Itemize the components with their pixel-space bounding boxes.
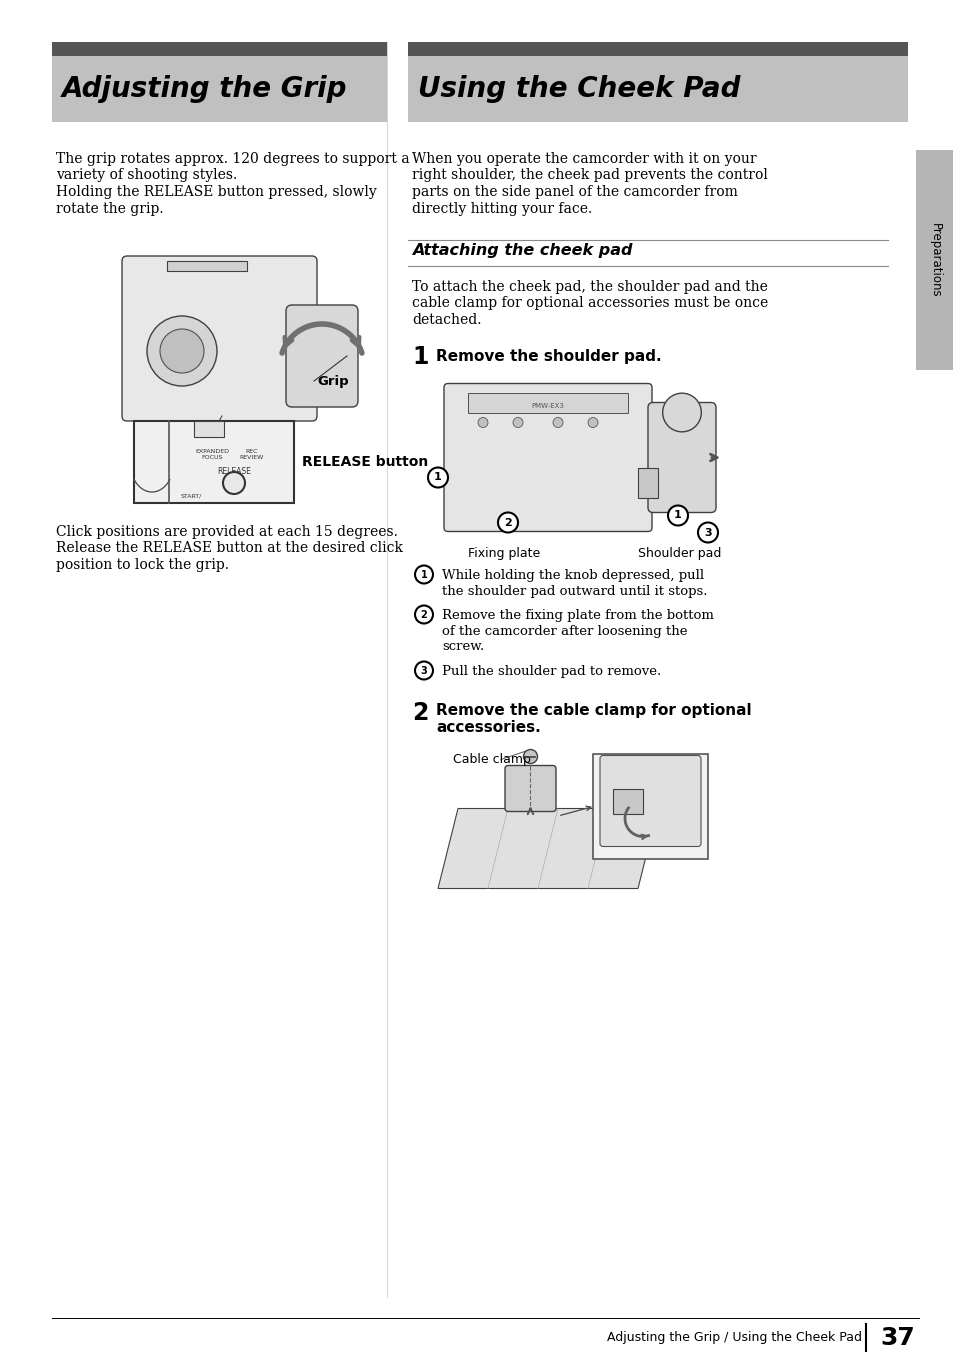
Bar [52,42,387,55]
Bar [593,753,707,859]
Text: Using the Cheek Pad: Using the Cheek Pad [417,74,740,103]
Text: To attach the cheek pad, the shoulder pad and the: To attach the cheek pad, the shoulder pa… [412,280,767,293]
Bar [613,788,642,814]
Text: The grip rotates approx. 120 degrees to support a: The grip rotates approx. 120 degrees to … [56,151,409,166]
Circle shape [477,418,488,427]
Circle shape [415,606,433,623]
Bar [408,55,907,122]
Text: directly hitting your face.: directly hitting your face. [412,201,592,215]
Circle shape [415,565,433,584]
Text: REC
REVIEW: REC REVIEW [239,449,264,460]
Text: Adjusting the Grip: Adjusting the Grip [62,74,347,103]
Bar [167,261,247,270]
Text: 1: 1 [434,472,441,483]
FancyBboxPatch shape [122,256,316,420]
Bar [915,150,953,370]
Bar [193,420,224,437]
FancyBboxPatch shape [599,756,700,846]
Text: RELEASE button: RELEASE button [302,456,428,469]
Text: 1: 1 [412,346,428,369]
Circle shape [523,749,537,764]
Text: 3: 3 [420,665,427,676]
Text: Remove the cable clamp for optional: Remove the cable clamp for optional [436,703,751,718]
Bar [408,42,907,55]
Text: Click positions are provided at each 15 degrees.: Click positions are provided at each 15 … [56,525,397,539]
Text: Fixing plate: Fixing plate [468,546,539,560]
Circle shape [553,418,562,427]
Circle shape [223,472,245,493]
Text: screw.: screw. [441,641,484,653]
Text: the shoulder pad outward until it stops.: the shoulder pad outward until it stops. [441,584,707,598]
Text: right shoulder, the cheek pad prevents the control: right shoulder, the cheek pad prevents t… [412,169,767,183]
Circle shape [662,393,700,431]
Circle shape [667,506,687,526]
Text: Attaching the cheek pad: Attaching the cheek pad [412,243,632,258]
Text: Cable clamp: Cable clamp [453,753,530,767]
Text: When you operate the camcorder with it on your: When you operate the camcorder with it o… [412,151,756,166]
Bar [468,392,627,412]
Text: While holding the knob depressed, pull: While holding the knob depressed, pull [441,568,703,581]
Text: PMW-EX3: PMW-EX3 [531,403,564,410]
Text: 2: 2 [412,700,428,725]
Text: 37: 37 [880,1326,915,1351]
Text: 3: 3 [703,527,711,538]
Text: RELEASE: RELEASE [217,466,251,476]
Circle shape [415,661,433,680]
Bar [638,468,658,498]
Text: 2: 2 [420,610,427,619]
Text: 1: 1 [420,569,427,580]
Text: of the camcorder after loosening the: of the camcorder after loosening the [441,625,687,638]
Text: accessories.: accessories. [436,721,540,735]
FancyBboxPatch shape [443,384,651,531]
Bar [133,420,294,503]
Text: rotate the grip.: rotate the grip. [56,201,164,215]
FancyBboxPatch shape [504,765,556,811]
Text: Shoulder pad: Shoulder pad [638,546,720,560]
Text: EXPANDED
FOCUS: EXPANDED FOCUS [194,449,229,460]
Text: Adjusting the Grip / Using the Cheek Pad: Adjusting the Grip / Using the Cheek Pad [606,1332,862,1344]
Text: variety of shooting styles.: variety of shooting styles. [56,169,237,183]
Text: position to lock the grip.: position to lock the grip. [56,558,229,572]
Text: cable clamp for optional accessories must be once: cable clamp for optional accessories mus… [412,296,767,311]
Text: Holding the RELEASE button pressed, slowly: Holding the RELEASE button pressed, slow… [56,185,376,199]
Circle shape [147,316,216,387]
Circle shape [497,512,517,533]
Text: Preparations: Preparations [927,223,941,297]
Polygon shape [437,808,658,888]
Text: Pull the shoulder pad to remove.: Pull the shoulder pad to remove. [441,664,660,677]
Circle shape [587,418,598,427]
Text: parts on the side panel of the camcorder from: parts on the side panel of the camcorder… [412,185,737,199]
Circle shape [513,418,522,427]
Text: Remove the fixing plate from the bottom: Remove the fixing plate from the bottom [441,608,713,622]
Text: Grip: Grip [316,375,348,388]
Bar [52,55,387,122]
Text: 1: 1 [674,511,681,521]
Text: 2: 2 [503,518,512,527]
Circle shape [160,329,204,373]
Circle shape [698,522,718,542]
Text: START/: START/ [180,493,201,498]
FancyBboxPatch shape [647,403,716,512]
Text: Remove the shoulder pad.: Remove the shoulder pad. [436,349,661,364]
FancyBboxPatch shape [286,306,357,407]
Text: Release the RELEASE button at the desired click: Release the RELEASE button at the desire… [56,542,402,556]
Text: detached.: detached. [412,314,481,327]
Circle shape [428,468,448,488]
